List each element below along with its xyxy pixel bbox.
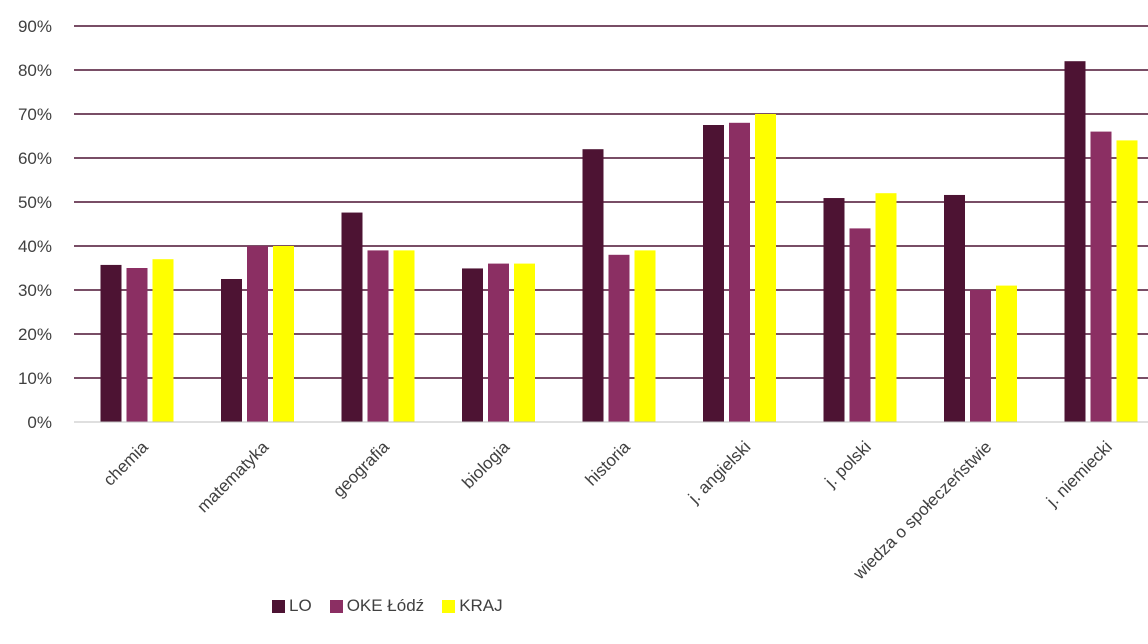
bar-lo-geografia <box>341 212 363 422</box>
y-tick-label: 50% <box>18 193 52 212</box>
y-axis: 0% 10% 20% 30% 40% 50% 60% 70% 80% 90% <box>18 17 52 432</box>
y-tick-label: 80% <box>18 61 52 80</box>
bars <box>100 61 1138 423</box>
x-tick-label: wiedza o społeczeństwie <box>849 437 995 583</box>
x-tick-label: matematyka <box>193 437 272 516</box>
bar-oke-d-j-angielski <box>729 122 750 423</box>
bar-lo-biologia <box>462 268 483 422</box>
legend-item-lo: LO <box>272 596 312 616</box>
y-tick-label: 70% <box>18 105 52 124</box>
y-tick-label: 20% <box>18 325 52 344</box>
y-tick-label: 40% <box>18 237 52 256</box>
x-tick-label: chemia <box>100 437 153 490</box>
bar-kraj-biologia <box>514 263 535 422</box>
bar-oke-d-matematyka <box>247 246 268 422</box>
bar-kraj-j-niemiecki <box>1116 140 1138 422</box>
x-axis: chemia matematyka geografia biologia histori… <box>74 421 1148 584</box>
x-tick-label: j. polski <box>821 437 875 491</box>
bar-lo-wiedza-o-spo-ecze-stwie <box>944 194 965 422</box>
bar-kraj-historia <box>634 250 656 422</box>
bar-kraj-j-polski <box>875 193 897 422</box>
y-tick-label: 10% <box>18 369 52 388</box>
bar-kraj-wiedza-o-spo-ecze-stwie <box>996 285 1017 422</box>
legend-label-lo: LO <box>289 596 312 615</box>
legend-swatch-oke-lodz <box>329 599 343 613</box>
legend-label-oke-lodz: OKE Łódź <box>346 596 425 615</box>
bar-oke-d-geografia <box>367 250 389 422</box>
bar-oke-d-j-niemiecki <box>1090 131 1112 422</box>
y-tick-label: 90% <box>18 17 52 36</box>
bar-lo-chemia <box>100 264 122 422</box>
bar-oke-d-chemia <box>126 268 148 422</box>
x-tick-label: geografia <box>329 437 393 501</box>
bar-lo-j-polski <box>823 198 845 422</box>
legend-label-kraj: KRAJ <box>459 596 503 615</box>
bar-kraj-geografia <box>393 250 415 422</box>
legend-item-kraj: KRAJ <box>442 596 503 616</box>
x-tick-label: j. angielski <box>684 437 754 507</box>
x-tick-label: j. niemiecki <box>1042 437 1116 511</box>
y-tick-label: 0% <box>27 413 52 432</box>
bar-kraj-j-angielski <box>755 114 776 422</box>
legend-item-oke-lodz: OKE Łódź <box>329 596 425 616</box>
bar-lo-historia <box>582 149 604 422</box>
x-tick-label: biologia <box>458 437 513 492</box>
bar-lo-j-niemiecki <box>1064 61 1086 422</box>
bar-kraj-matematyka <box>273 246 294 422</box>
legend-swatch-kraj <box>442 599 456 613</box>
legend-swatch-lo <box>272 599 285 613</box>
bar-oke-d-j-polski <box>849 228 871 422</box>
bar-lo-j-angielski <box>703 125 724 422</box>
bar-lo-matematyka <box>221 279 242 422</box>
bar-oke-d-historia <box>608 254 630 422</box>
y-tick-label: 60% <box>18 149 52 168</box>
legend: LO OKE Łódź KRAJ <box>272 596 503 616</box>
y-tick-label: 30% <box>18 281 52 300</box>
bar-oke-d-wiedza-o-spo-ecze-stwie <box>970 290 991 422</box>
bar-oke-d-biologia <box>488 263 509 422</box>
bar-kraj-chemia <box>152 259 174 422</box>
x-tick-label: historia <box>582 437 635 490</box>
